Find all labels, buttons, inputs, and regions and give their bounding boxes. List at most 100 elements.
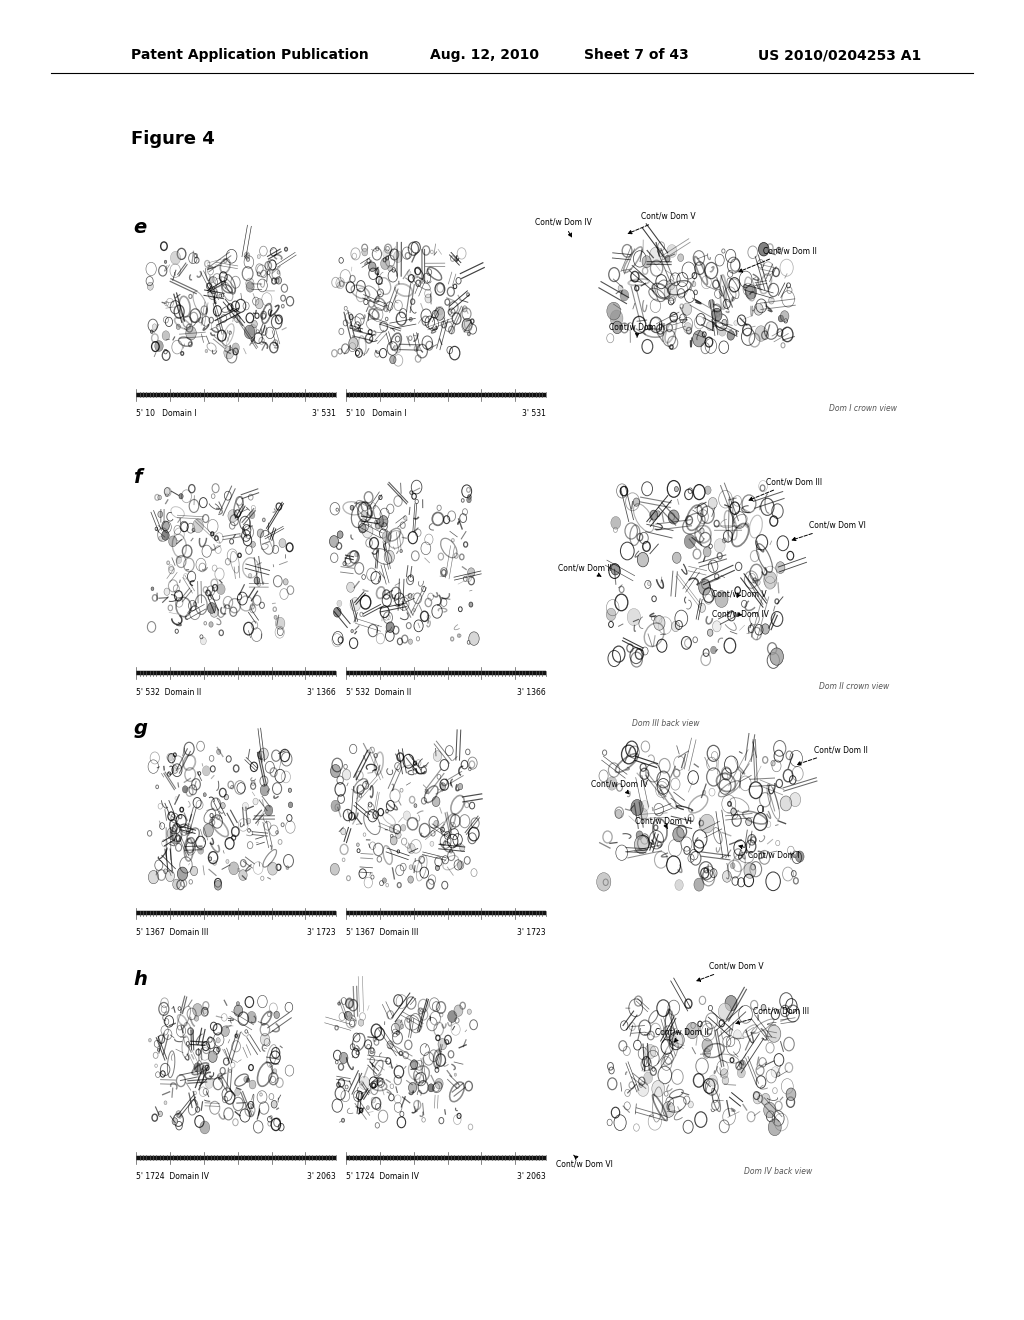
Circle shape <box>468 568 475 577</box>
Circle shape <box>771 1067 779 1077</box>
Circle shape <box>337 531 343 539</box>
Circle shape <box>460 845 465 851</box>
Text: Aug. 12, 2010: Aug. 12, 2010 <box>430 49 539 62</box>
Circle shape <box>454 1073 457 1076</box>
Circle shape <box>393 251 402 263</box>
Circle shape <box>379 516 388 527</box>
Circle shape <box>754 304 763 315</box>
Circle shape <box>182 785 188 793</box>
Circle shape <box>722 539 726 543</box>
Circle shape <box>205 350 208 352</box>
Circle shape <box>438 1039 446 1049</box>
Circle shape <box>702 1048 711 1059</box>
Circle shape <box>164 587 170 595</box>
Circle shape <box>722 1076 729 1085</box>
Circle shape <box>712 308 722 321</box>
Circle shape <box>458 784 463 789</box>
Circle shape <box>193 519 204 533</box>
Circle shape <box>606 609 616 620</box>
Circle shape <box>331 764 341 777</box>
Circle shape <box>433 820 439 828</box>
Circle shape <box>221 1026 229 1036</box>
Circle shape <box>147 282 154 290</box>
Circle shape <box>644 1072 652 1084</box>
Circle shape <box>745 285 757 300</box>
Text: Cont/w Dom VI: Cont/w Dom VI <box>556 1155 613 1168</box>
Circle shape <box>382 531 391 543</box>
Circle shape <box>148 870 159 884</box>
Circle shape <box>430 841 434 846</box>
Circle shape <box>670 1035 677 1045</box>
Circle shape <box>458 861 464 870</box>
Circle shape <box>764 572 777 589</box>
Circle shape <box>645 1044 656 1059</box>
Circle shape <box>228 1069 231 1073</box>
Circle shape <box>159 536 163 541</box>
Circle shape <box>692 330 706 347</box>
Circle shape <box>334 607 341 618</box>
Text: e: e <box>133 218 146 236</box>
Circle shape <box>158 495 162 500</box>
Circle shape <box>384 550 394 564</box>
Circle shape <box>194 1063 201 1072</box>
Circle shape <box>652 1081 665 1097</box>
Circle shape <box>201 638 206 644</box>
Circle shape <box>244 252 250 259</box>
Circle shape <box>642 256 651 268</box>
Circle shape <box>709 300 715 308</box>
Circle shape <box>260 784 269 796</box>
Circle shape <box>390 355 396 364</box>
Circle shape <box>425 294 432 302</box>
Circle shape <box>667 244 677 257</box>
Circle shape <box>338 1002 340 1006</box>
Text: Dom III back view: Dom III back view <box>632 719 699 729</box>
Text: Cont/w Dom II: Cont/w Dom II <box>738 247 817 272</box>
Circle shape <box>350 598 360 611</box>
Circle shape <box>714 539 725 553</box>
Circle shape <box>209 857 212 861</box>
Circle shape <box>410 317 413 321</box>
Text: Dom IV back view: Dom IV back view <box>744 1167 813 1176</box>
Text: 5' 10   Domain I: 5' 10 Domain I <box>346 409 407 418</box>
Circle shape <box>234 1088 241 1096</box>
Circle shape <box>243 803 249 810</box>
Circle shape <box>198 846 204 854</box>
Circle shape <box>349 314 353 319</box>
Circle shape <box>246 279 254 289</box>
Circle shape <box>428 1084 434 1092</box>
Circle shape <box>158 1048 160 1051</box>
Circle shape <box>767 1026 780 1043</box>
Circle shape <box>342 770 350 780</box>
Text: 5' 1724  Domain IV: 5' 1724 Domain IV <box>136 1172 209 1181</box>
Circle shape <box>633 498 640 507</box>
Circle shape <box>709 498 717 508</box>
Circle shape <box>164 869 167 874</box>
Circle shape <box>638 808 647 820</box>
Circle shape <box>678 253 684 261</box>
Circle shape <box>346 582 354 593</box>
Circle shape <box>371 1097 376 1104</box>
Circle shape <box>395 832 401 838</box>
Text: 5' 532  Domain II: 5' 532 Domain II <box>136 688 202 697</box>
Circle shape <box>148 1039 152 1041</box>
Circle shape <box>267 862 278 875</box>
Text: f: f <box>133 469 141 487</box>
Text: Cont/w Dom III: Cont/w Dom III <box>736 1007 809 1024</box>
Circle shape <box>411 1060 418 1069</box>
Circle shape <box>169 565 173 570</box>
Circle shape <box>469 632 479 645</box>
Text: 3' 1723: 3' 1723 <box>307 928 336 937</box>
Circle shape <box>665 284 678 301</box>
Circle shape <box>686 1023 698 1039</box>
Circle shape <box>665 256 670 263</box>
Circle shape <box>769 297 774 304</box>
Circle shape <box>360 1081 364 1085</box>
Circle shape <box>780 310 788 322</box>
Circle shape <box>675 487 678 491</box>
Circle shape <box>628 609 641 626</box>
Circle shape <box>672 622 680 632</box>
Circle shape <box>427 615 430 619</box>
Circle shape <box>684 535 695 548</box>
Circle shape <box>200 1121 210 1134</box>
Circle shape <box>649 247 663 264</box>
